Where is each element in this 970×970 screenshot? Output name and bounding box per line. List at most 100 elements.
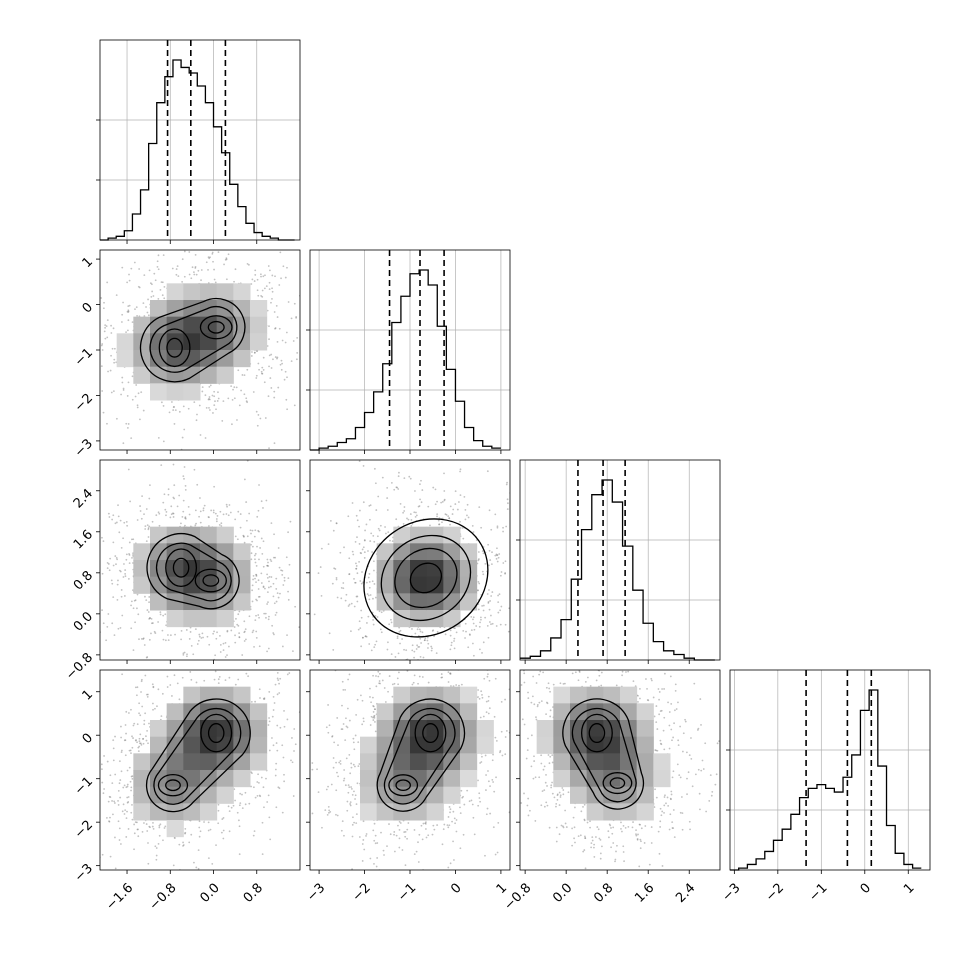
scatter-point	[258, 484, 260, 486]
scatter-point	[233, 280, 235, 283]
scatter-point	[124, 573, 127, 575]
scatter-point	[316, 705, 318, 707]
scatter-point	[267, 561, 269, 564]
scatter-point	[387, 641, 389, 644]
scatter-point	[258, 558, 260, 561]
scatter-point	[131, 556, 133, 559]
scatter-point	[491, 759, 494, 762]
scatter-point	[228, 830, 231, 833]
scatter-point	[151, 520, 154, 523]
scatter-point	[358, 525, 360, 528]
scatter-point	[130, 786, 133, 789]
scatter-point	[222, 400, 225, 403]
scatter-point	[275, 600, 278, 603]
scatter-point	[117, 790, 120, 792]
scatter-point	[131, 375, 134, 378]
scatter-point	[149, 282, 152, 285]
contour-line	[158, 328, 191, 368]
scatter-point	[463, 803, 466, 806]
scatter-point	[121, 313, 124, 316]
scatter-point	[122, 301, 124, 304]
scatter-point	[311, 812, 314, 815]
scatter-point	[255, 410, 258, 413]
scatter-point	[499, 574, 502, 577]
scatter-point	[127, 423, 130, 425]
scatter-point	[204, 394, 207, 397]
scatter-point	[395, 518, 398, 521]
scatter-point	[333, 773, 335, 775]
scatter-point	[201, 390, 204, 393]
scatter-point	[262, 786, 265, 789]
scatter-point	[202, 636, 204, 639]
scatter-point	[112, 541, 115, 544]
scatter-point	[254, 552, 257, 555]
scatter-point	[168, 457, 170, 459]
scatter-point	[194, 253, 197, 256]
scatter-point	[227, 514, 230, 517]
scatter-point	[369, 594, 372, 596]
scatter-point	[156, 260, 159, 263]
scatter-point	[276, 592, 279, 594]
scatter-point	[217, 251, 220, 254]
density-cell	[460, 560, 478, 578]
scatter-point	[250, 283, 253, 285]
scatter-point	[257, 362, 260, 365]
scatter-point	[137, 746, 140, 749]
scatter-point	[144, 595, 146, 598]
scatter-point	[322, 334, 324, 336]
contour-line	[363, 518, 489, 638]
scatter-point	[160, 464, 163, 467]
scatter-point	[184, 517, 187, 520]
scatter-point	[166, 652, 168, 654]
scatter-point	[270, 576, 273, 578]
scatter-point	[333, 567, 336, 570]
scatter-point	[121, 614, 124, 617]
scatter-point	[487, 543, 490, 546]
scatter-point	[123, 813, 126, 815]
panel-content	[310, 460, 510, 660]
scatter-point	[109, 774, 112, 777]
scatter-point	[487, 636, 490, 639]
scatter-point	[234, 268, 237, 271]
scatter-point	[225, 257, 228, 260]
scatter-point	[124, 754, 127, 757]
scatter-point	[172, 864, 175, 867]
density-cell	[133, 576, 151, 594]
scatter-point	[496, 554, 499, 556]
scatter-point	[458, 684, 460, 687]
scatter-point	[302, 757, 304, 759]
density-cell	[216, 283, 234, 301]
scatter-point	[260, 582, 263, 584]
scatter-point	[466, 514, 468, 517]
scatter-point	[143, 274, 146, 277]
scatter-point	[126, 310, 129, 313]
scatter-point	[250, 532, 252, 535]
scatter-point	[96, 574, 98, 576]
scatter-point	[251, 278, 254, 281]
scatter-point	[102, 307, 105, 310]
scatter-point	[256, 278, 259, 281]
scatter-point	[216, 664, 218, 666]
scatter-point	[387, 531, 390, 534]
scatter-point	[181, 676, 184, 679]
scatter-point	[78, 427, 80, 429]
density-cell	[250, 333, 268, 351]
scatter-point	[529, 688, 531, 690]
scatter-point	[101, 536, 103, 539]
scatter-point	[137, 285, 140, 288]
scatter-point	[234, 683, 237, 686]
scatter-point	[193, 861, 195, 864]
scatter-point	[131, 775, 134, 778]
scatter-point	[504, 572, 506, 575]
scatter-point	[263, 806, 265, 809]
scatter-panel-1-2	[306, 459, 511, 664]
scatter-point	[278, 327, 281, 330]
scatter-point	[267, 724, 270, 726]
scatter-point	[280, 569, 282, 572]
scatter-point	[260, 500, 263, 503]
density-cell	[200, 803, 218, 821]
scatter-point	[181, 436, 184, 439]
scatter-point	[359, 580, 362, 582]
scatter-point	[417, 682, 419, 685]
contour-line	[139, 297, 246, 383]
